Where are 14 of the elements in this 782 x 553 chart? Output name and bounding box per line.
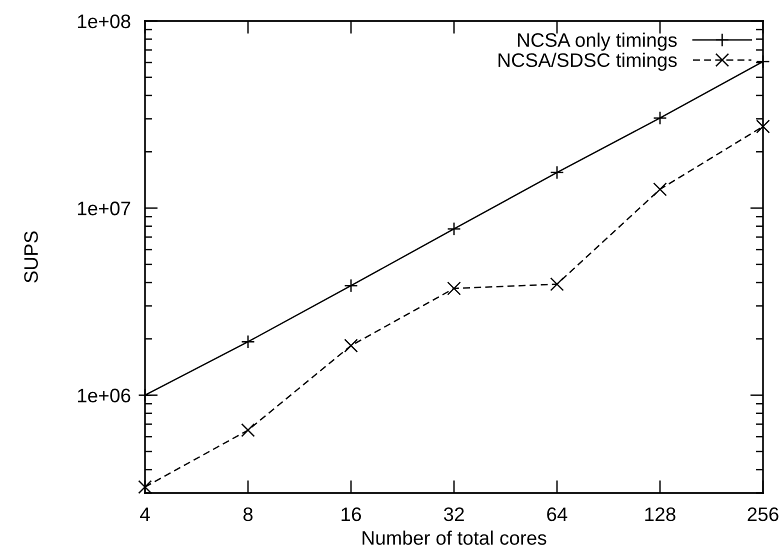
x-axis-title: Number of total cores	[362, 530, 546, 545]
legend-label: NCSA/SDSC timings	[498, 52, 677, 71]
x-tick-label: 256	[748, 507, 778, 522]
legend-label: NCSA only timings	[518, 32, 677, 51]
x-tick-label: 32	[444, 507, 464, 522]
x-tick-label: 4	[140, 508, 150, 521]
x-tick-label: 16	[342, 507, 361, 522]
y-tick-label: 1e+07	[78, 202, 130, 216]
y-tick-label: 1e+08	[78, 14, 130, 28]
x-tick-label: 128	[645, 507, 676, 522]
y-tick-label: 1e+06	[78, 388, 130, 402]
y-axis-title: SUPS	[24, 231, 38, 283]
x-tick-label: 8	[243, 507, 253, 522]
x-tick-label: 64	[547, 507, 568, 522]
